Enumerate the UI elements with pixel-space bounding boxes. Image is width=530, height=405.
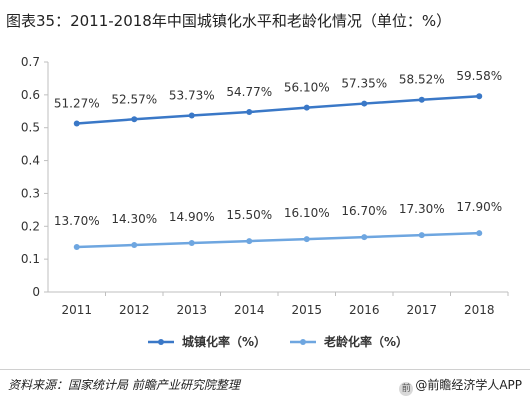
x-tick-label: 2018 xyxy=(464,303,495,317)
x-tick-label: 2016 xyxy=(349,303,380,317)
legend-label-1: 城镇化率（%） xyxy=(182,334,266,349)
series-2-data-label: 17.90% xyxy=(456,200,502,214)
series-2-data-label: 15.50% xyxy=(226,208,272,222)
line-chart: 0 0.1 0.2 0.3 0.4 0.5 0.6 0.7 2011 2012 2013 2014 20… xyxy=(21,55,509,349)
series-line-2 xyxy=(76,231,480,249)
series-2-data-label: 16.10% xyxy=(284,206,330,220)
x-tick-label: 2014 xyxy=(234,303,265,317)
series-2-point xyxy=(303,236,310,243)
legend-marker-1 xyxy=(158,339,164,345)
y-tick-label: 0.4 xyxy=(21,154,40,168)
y-tick-label: 0 xyxy=(32,285,40,299)
series-2-point xyxy=(73,243,80,250)
brand-logo-icon: 前 xyxy=(399,382,414,396)
series-2-point xyxy=(246,238,253,245)
source-note: 资料来源：国家统计局 前瞻产业研究院整理 xyxy=(8,378,240,392)
series-2-point xyxy=(131,242,138,249)
series-1-point xyxy=(73,120,80,127)
footer-divider xyxy=(0,369,530,370)
series-1-data-label: 53.73% xyxy=(169,88,215,102)
series-2-data-label: 16.70% xyxy=(341,204,387,218)
series-1-data-label: 54.77% xyxy=(226,85,272,99)
series-2-point xyxy=(418,232,425,239)
brand-credit: 前 @前瞻经济学人APP xyxy=(399,376,522,396)
series-1-point xyxy=(131,116,138,123)
series-2-data-label: 14.30% xyxy=(111,212,157,226)
series-1-data-label: 59.58% xyxy=(456,69,502,83)
series-1-point xyxy=(246,109,253,116)
series-1-data-label: 52.57% xyxy=(111,92,157,106)
x-tick-label: 2013 xyxy=(176,303,207,317)
series-2-point xyxy=(361,234,368,241)
series-1-point xyxy=(476,93,483,100)
x-tick-label: 2011 xyxy=(61,303,92,317)
y-tick-label: 0.6 xyxy=(21,88,40,102)
series-line-1 xyxy=(76,94,480,125)
chart-title: 图表35：2011-2018年中国城镇化水平和老龄化情况（单位：%） xyxy=(6,12,452,30)
x-tick-label: 2012 xyxy=(119,303,150,317)
series-1-data-label: 51.27% xyxy=(54,97,100,111)
series-2-point xyxy=(188,240,195,247)
x-tick-label: 2015 xyxy=(291,303,322,317)
series-2-point xyxy=(476,230,483,237)
series-1-point xyxy=(418,96,425,103)
legend-marker-2 xyxy=(300,339,306,345)
legend-label-2: 老龄化率（%） xyxy=(324,334,408,349)
y-tick-label: 0.7 xyxy=(21,55,40,69)
series-2-data-label: 13.70% xyxy=(54,214,100,228)
series-1-point xyxy=(188,112,195,119)
series-2-data-label: 14.90% xyxy=(169,210,215,224)
y-tick-label: 0.1 xyxy=(21,252,40,266)
y-tick-label: 0.3 xyxy=(21,186,40,200)
series-1-data-label: 57.35% xyxy=(341,77,387,91)
series-1-data-label: 56.10% xyxy=(284,81,330,95)
y-tick-label: 0.2 xyxy=(21,219,40,233)
series-1-point xyxy=(361,100,368,107)
brand-text: @前瞻经济学人APP xyxy=(415,378,522,392)
y-tick-label: 0.5 xyxy=(21,121,40,135)
x-tick-label: 2017 xyxy=(406,303,437,317)
series-1-data-label: 58.52% xyxy=(399,73,445,87)
series-2-data-label: 17.30% xyxy=(399,202,445,216)
series-1-point xyxy=(303,104,310,111)
